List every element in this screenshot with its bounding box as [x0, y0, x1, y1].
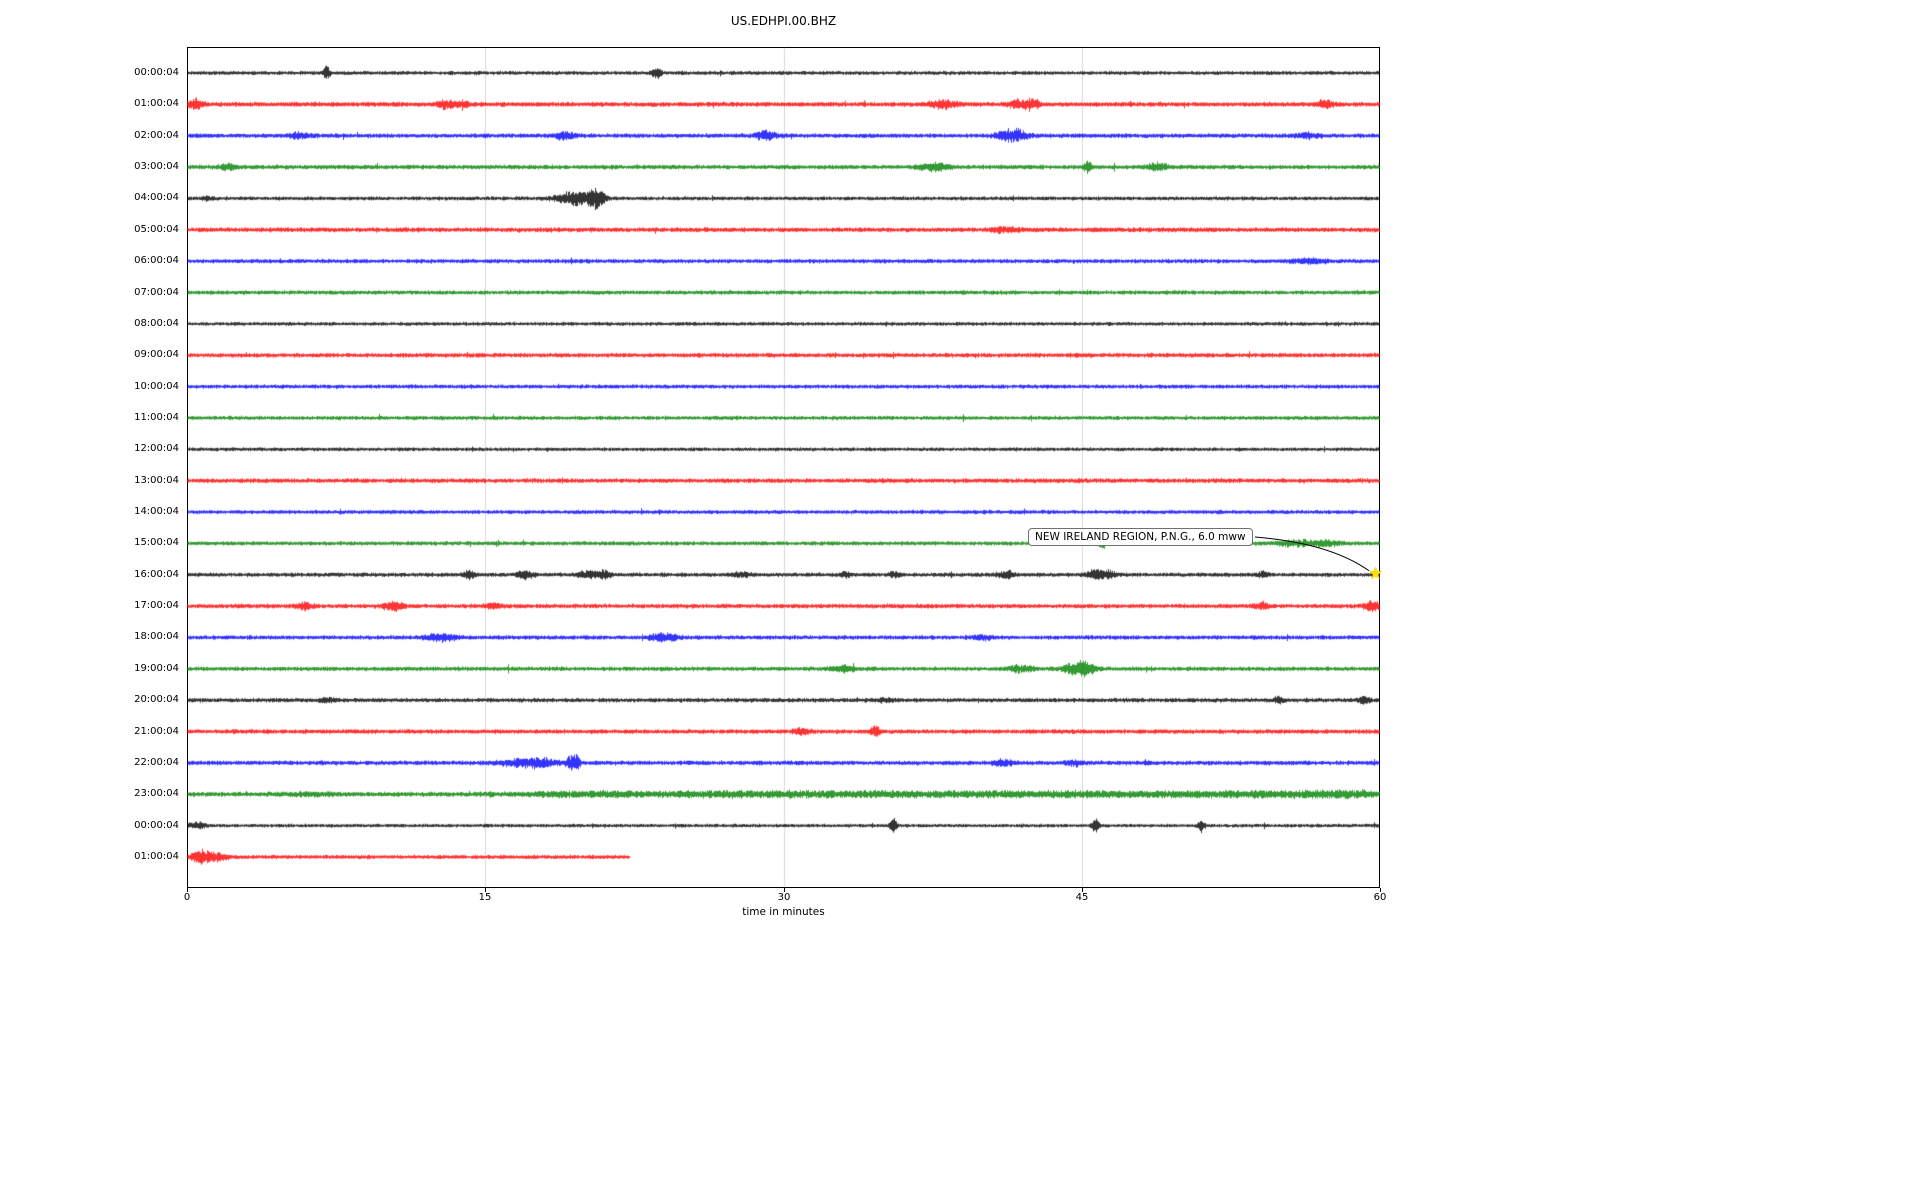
row-label: 23:00:04 — [134, 788, 179, 800]
row-label: 05:00:04 — [134, 223, 179, 235]
row-label: 04:00:04 — [134, 192, 179, 204]
x-tick-mark — [1082, 888, 1083, 892]
x-tick-label: 30 — [777, 892, 791, 903]
row-label: 07:00:04 — [134, 286, 179, 298]
event-star-icon: ★ — [1368, 563, 1384, 584]
row-label: 02:00:04 — [134, 129, 179, 141]
x-tick-label: 60 — [1373, 892, 1387, 903]
x-tick-mark — [1380, 888, 1381, 892]
row-label: 11:00:04 — [134, 411, 179, 423]
row-label: 18:00:04 — [134, 631, 179, 643]
row-label: 15:00:04 — [134, 537, 179, 549]
row-label: 22:00:04 — [134, 756, 179, 768]
annotation-box: NEW IRELAND REGION, P.N.G., 6.0 mww — [1028, 528, 1253, 546]
row-label: 01:00:04 — [134, 98, 179, 110]
row-label: 12:00:04 — [134, 443, 179, 455]
x-tick-label: 0 — [183, 892, 191, 903]
row-label: 17:00:04 — [134, 600, 179, 612]
row-label: 19:00:04 — [134, 662, 179, 674]
trace-canvas — [187, 47, 1380, 888]
row-label: 06:00:04 — [134, 255, 179, 267]
row-label: 21:00:04 — [134, 725, 179, 737]
x-axis-label: time in minutes — [742, 906, 825, 918]
row-label: 03:00:04 — [134, 161, 179, 173]
x-tick-label: 15 — [478, 892, 492, 903]
row-label: 00:00:04 — [134, 819, 179, 831]
x-tick-mark — [187, 888, 188, 892]
row-label: 13:00:04 — [134, 474, 179, 486]
row-label: 01:00:04 — [134, 851, 179, 862]
row-label: 20:00:04 — [134, 694, 179, 706]
x-tick-mark — [485, 888, 486, 892]
row-label: 00:00:04 — [134, 67, 179, 78]
row-label: 08:00:04 — [134, 317, 179, 329]
row-label: 09:00:04 — [134, 349, 179, 361]
row-label: 16:00:04 — [134, 568, 179, 580]
row-label: 10:00:04 — [134, 380, 179, 392]
x-tick-mark — [784, 888, 785, 892]
row-label: 14:00:04 — [134, 506, 179, 518]
x-tick-label: 45 — [1075, 892, 1089, 903]
chart-title: US.EDHPI.00.BHZ — [730, 14, 837, 28]
